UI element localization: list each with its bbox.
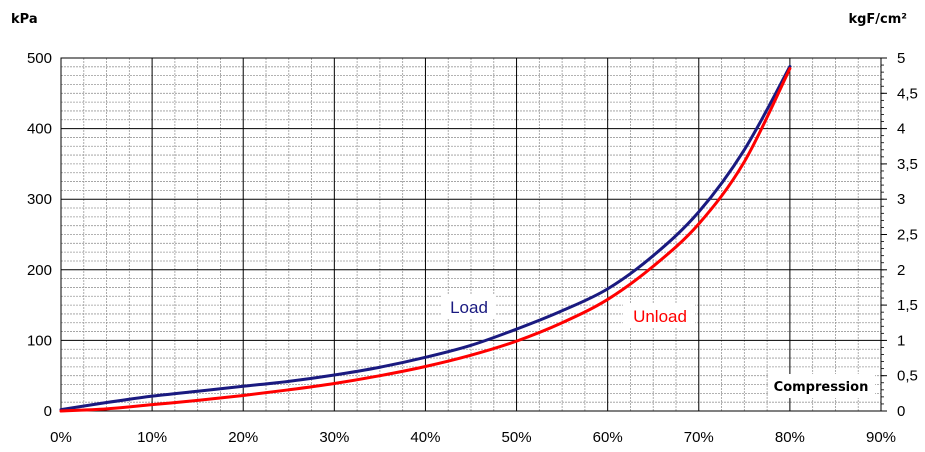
series-line-unload	[59, 67, 792, 413]
right-axis-ticks	[881, 57, 887, 412]
right-axis-tick-label: 5	[897, 50, 905, 67]
right-axis-tick-labels: 0 0,5 1 1,5 2 2,5 3 3,5 4 4,5 5	[897, 50, 918, 420]
x-tick-label: 40%	[410, 429, 440, 446]
unload-label-background	[623, 304, 695, 328]
right-axis-tick-label: 2	[897, 262, 905, 279]
left-axis-tick-labels: 0 100 200 300 400 500	[27, 50, 52, 420]
right-axis-tick-label: 2,5	[897, 227, 918, 244]
series-line-load	[59, 64, 792, 412]
x-tick-label: 0%	[50, 429, 72, 446]
right-axis-tick-label: 1	[897, 332, 905, 349]
x-tick-label: 30%	[319, 429, 349, 446]
left-axis-tick-label: 0	[44, 403, 52, 420]
left-axis-tick-label: 400	[27, 121, 52, 138]
x-tick-label: 10%	[137, 429, 167, 446]
x-axis-tick-labels: 0% 10% 20% 30% 40% 50% 60% 70% 80% 90%	[50, 429, 896, 446]
x-tick-label: 90%	[866, 429, 896, 446]
x-tick-label: 50%	[502, 429, 532, 446]
right-axis-tick-label: 0	[897, 403, 905, 420]
right-axis-tick-label: 1,5	[897, 297, 918, 314]
left-axis-tick-label: 200	[27, 262, 52, 279]
right-axis-tick-label: 0,5	[897, 368, 918, 385]
compression-label-background	[768, 374, 875, 398]
right-axis-unit: kgF/cm²	[848, 12, 907, 27]
x-tick-label: 60%	[593, 429, 623, 446]
left-axis-tick-label: 300	[27, 191, 52, 208]
series-label-unload: Unload	[633, 307, 687, 326]
minor-gridlines	[61, 58, 881, 411]
x-tick-label: 80%	[775, 429, 805, 446]
left-axis-tick-label: 500	[27, 50, 52, 67]
right-axis-tick-label: 3,5	[897, 156, 918, 173]
x-tick-label: 20%	[228, 429, 258, 446]
right-axis-tick-label: 4,5	[897, 85, 918, 102]
x-tick-label: 70%	[684, 429, 714, 446]
x-axis-title: Compression	[774, 380, 869, 395]
right-axis-tick-label: 3	[897, 191, 905, 208]
left-axis-tick-label: 100	[27, 332, 52, 349]
right-axis-tick-label: 4	[897, 121, 905, 138]
series-lines	[59, 64, 792, 413]
left-axis-unit: kPa	[11, 12, 38, 27]
series-label-load: Load	[450, 298, 488, 317]
load-label-background	[442, 295, 496, 319]
